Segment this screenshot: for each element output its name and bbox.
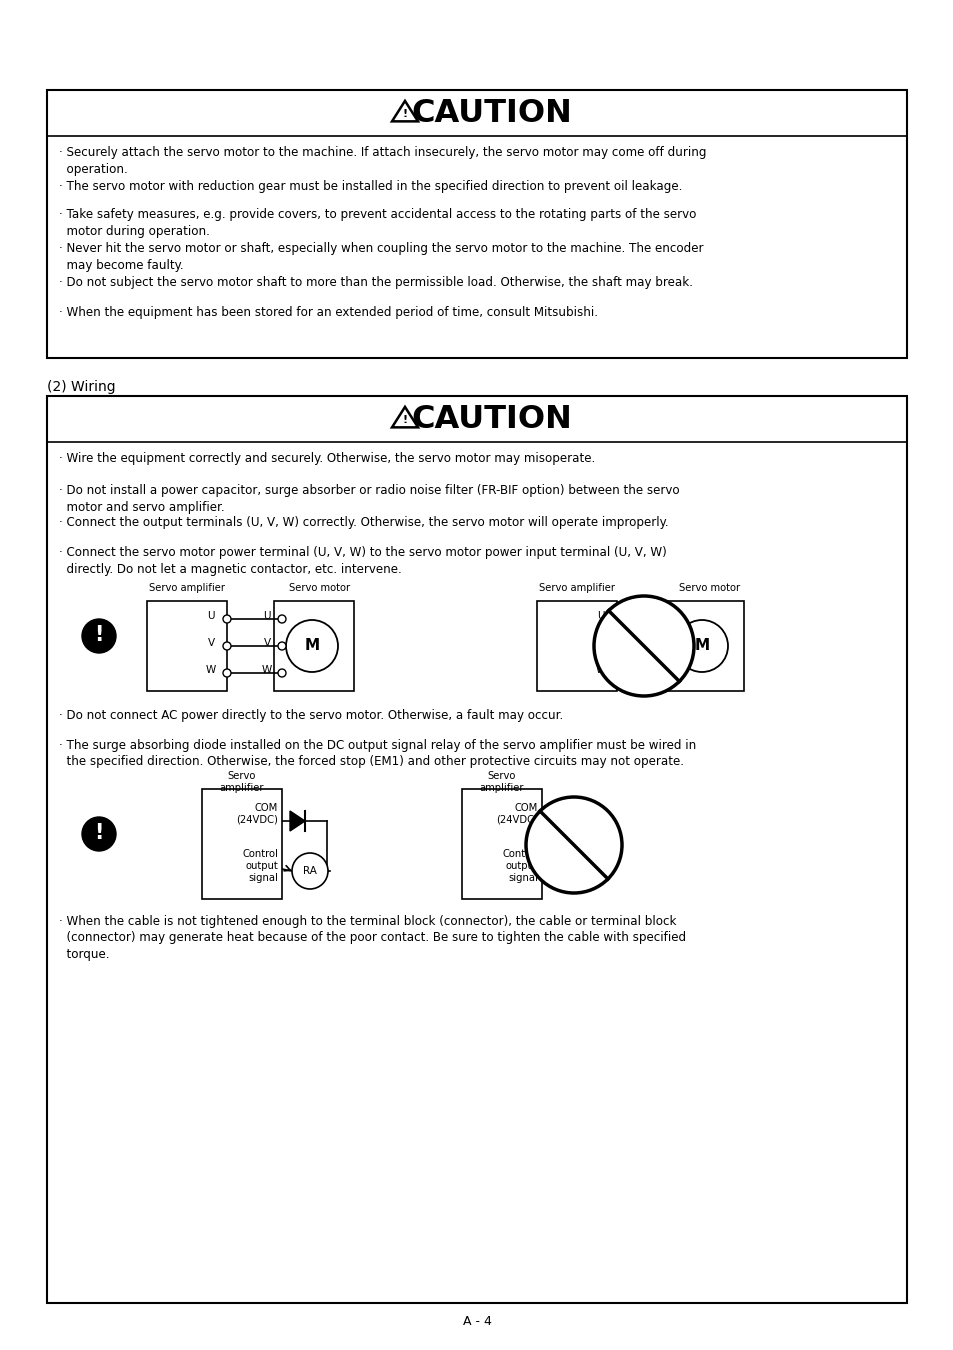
Text: U: U — [263, 612, 271, 621]
Text: V: V — [207, 639, 214, 648]
Text: U: U — [207, 612, 214, 621]
Bar — [461, 788, 541, 899]
Circle shape — [223, 616, 231, 622]
Bar — [202, 788, 282, 899]
Polygon shape — [290, 811, 305, 832]
Circle shape — [277, 616, 286, 622]
Text: · When the cable is not tightened enough to the terminal block (connector), the : · When the cable is not tightened enough… — [59, 915, 685, 961]
Bar — [663, 601, 743, 691]
Text: (24VDC): (24VDC) — [496, 815, 537, 825]
Text: · Connect the servo motor power terminal (U, V, W) to the servo motor power inpu: · Connect the servo motor power terminal… — [59, 545, 666, 575]
Circle shape — [277, 670, 286, 676]
Circle shape — [594, 595, 693, 697]
Text: Servo motor: Servo motor — [289, 583, 350, 593]
Text: · Securely attach the servo motor to the machine. If attach insecurely, the serv: · Securely attach the servo motor to the… — [59, 146, 706, 176]
Circle shape — [525, 796, 621, 892]
Text: RA: RA — [303, 865, 316, 876]
Text: COM: COM — [515, 803, 537, 813]
Text: output: output — [245, 861, 277, 871]
Circle shape — [667, 670, 676, 676]
Circle shape — [82, 817, 116, 850]
Circle shape — [292, 853, 328, 890]
Bar — [47, 396, 906, 1303]
Bar — [537, 601, 617, 691]
Text: !: ! — [94, 824, 104, 842]
Circle shape — [82, 620, 116, 653]
Circle shape — [277, 643, 286, 649]
Text: Servo: Servo — [228, 771, 256, 782]
Bar — [147, 601, 227, 691]
Text: CAUTION: CAUTION — [411, 404, 572, 435]
Text: amplifier: amplifier — [219, 783, 264, 792]
Text: · Do not install a power capacitor, surge absorber or radio noise filter (FR-BIF: · Do not install a power capacitor, surg… — [59, 485, 679, 513]
Circle shape — [613, 616, 620, 622]
Text: M: M — [304, 639, 319, 653]
Text: CAUTION: CAUTION — [411, 97, 572, 128]
Circle shape — [613, 670, 620, 676]
Text: U: U — [653, 612, 660, 621]
Text: Servo amplifier: Servo amplifier — [538, 583, 615, 593]
Text: · Never hit the servo motor or shaft, especially when coupling the servo motor t: · Never hit the servo motor or shaft, es… — [59, 242, 702, 271]
Text: !: ! — [402, 414, 407, 425]
Text: W: W — [651, 666, 661, 675]
Circle shape — [667, 643, 676, 649]
Text: (24VDC): (24VDC) — [236, 815, 277, 825]
Text: M: M — [694, 639, 709, 653]
Circle shape — [552, 853, 587, 890]
Text: · Wire the equipment correctly and securely. Otherwise, the servo motor may miso: · Wire the equipment correctly and secur… — [59, 452, 595, 464]
Text: Control: Control — [242, 849, 277, 859]
Text: · Connect the output terminals (U, V, W) correctly. Otherwise, the servo motor w: · Connect the output terminals (U, V, W)… — [59, 516, 668, 529]
Text: output: output — [505, 861, 537, 871]
Text: · The surge absorbing diode installed on the DC output signal relay of the servo: · The surge absorbing diode installed on… — [59, 738, 696, 768]
Text: Servo motor: Servo motor — [679, 583, 740, 593]
Circle shape — [223, 643, 231, 649]
Text: COM: COM — [254, 803, 277, 813]
Text: !: ! — [94, 625, 104, 645]
Text: signal: signal — [508, 873, 537, 883]
Text: Servo amplifier: Servo amplifier — [149, 583, 225, 593]
Text: !: ! — [402, 109, 407, 119]
Text: · Do not connect AC power directly to the servo motor. Otherwise, a fault may oc: · Do not connect AC power directly to th… — [59, 709, 562, 722]
Text: signal: signal — [248, 873, 277, 883]
Text: W: W — [206, 666, 216, 675]
Text: U: U — [597, 612, 604, 621]
Text: V: V — [263, 639, 271, 648]
Text: (2) Wiring: (2) Wiring — [47, 379, 115, 394]
Text: V: V — [597, 639, 604, 648]
Circle shape — [676, 620, 727, 672]
Circle shape — [667, 616, 676, 622]
Text: amplifier: amplifier — [479, 783, 524, 792]
Text: W: W — [262, 666, 272, 675]
Text: A - 4: A - 4 — [462, 1315, 491, 1328]
Text: · The servo motor with reduction gear must be installed in the specified directi: · The servo motor with reduction gear mu… — [59, 180, 681, 193]
Polygon shape — [550, 811, 564, 832]
Bar — [274, 601, 354, 691]
Text: · Do not subject the servo motor shaft to more than the permissible load. Otherw: · Do not subject the servo motor shaft t… — [59, 275, 692, 289]
Circle shape — [286, 620, 337, 672]
Text: RA: RA — [562, 865, 577, 876]
Text: V: V — [653, 639, 659, 648]
Text: Servo: Servo — [487, 771, 516, 782]
Bar — [47, 90, 906, 358]
Text: W: W — [596, 666, 605, 675]
Text: · When the equipment has been stored for an extended period of time, consult Mit: · When the equipment has been stored for… — [59, 306, 598, 319]
Circle shape — [613, 643, 620, 649]
Text: · Take safety measures, e.g. provide covers, to prevent accidental access to the: · Take safety measures, e.g. provide cov… — [59, 208, 696, 238]
Circle shape — [223, 670, 231, 676]
Text: Control: Control — [501, 849, 537, 859]
